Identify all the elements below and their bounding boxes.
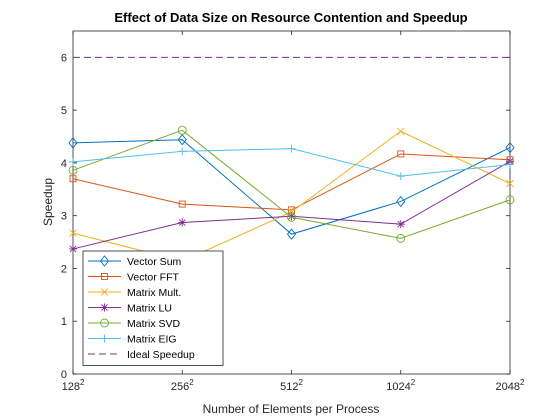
data-point	[506, 179, 514, 188]
data-point	[100, 318, 109, 328]
series-matrix-svd	[68, 125, 515, 243]
y-tick-label: 5	[61, 105, 67, 117]
chart-title: Effect of Data Size on Resource Contenti…	[114, 10, 467, 25]
data-point	[505, 195, 515, 205]
data-point	[178, 200, 186, 208]
data-point	[396, 220, 405, 229]
data-point	[100, 334, 109, 343]
data-point	[177, 125, 187, 135]
x-tick-label: 1282	[62, 378, 85, 393]
legend-item: Vector Sum	[88, 255, 182, 268]
legend-label: Ideal Speedup	[127, 349, 195, 361]
x-tick-label-base: 512	[280, 381, 298, 393]
x-tick-label-exponent: 2	[411, 378, 416, 387]
data-point	[396, 233, 406, 243]
data-point	[100, 303, 109, 312]
data-point	[68, 137, 78, 149]
y-axis-label: Speedup	[41, 178, 55, 226]
legend: Vector Sum Vector FFT Matrix Mult. Matrix L…	[82, 250, 224, 366]
data-point	[287, 212, 296, 221]
data-point	[177, 133, 187, 146]
legend-item: Matrix EIG	[88, 334, 177, 346]
y-tick-label: 4	[61, 158, 67, 170]
legend-item: Matrix Mult.	[88, 287, 181, 299]
legend-label: Matrix SVD	[127, 318, 181, 330]
data-point	[506, 160, 514, 169]
x-tick-label-base: 1024	[386, 381, 410, 393]
y-tick-label: 6	[61, 52, 67, 64]
legend-box	[82, 250, 224, 366]
data-point	[100, 288, 109, 296]
data-point	[396, 127, 405, 136]
data-point	[505, 141, 515, 154]
legend-label: Vector FFT	[127, 272, 180, 284]
x-tick-label-exponent: 2	[520, 378, 525, 387]
data-point	[178, 147, 187, 156]
data-point	[396, 172, 405, 181]
legend-label: Matrix EIG	[127, 334, 177, 346]
series-matrix-eig	[69, 144, 514, 181]
data-point	[397, 150, 405, 158]
x-tick-label-exponent: 2	[189, 378, 194, 387]
legend-item: Matrix SVD	[88, 318, 181, 330]
series-line	[72, 153, 511, 211]
x-tick-label-exponent: 2	[298, 378, 303, 387]
data-point	[178, 218, 187, 227]
y-tick-label: 3	[61, 211, 67, 223]
series-matrix-lu	[69, 157, 514, 253]
y-tick-label: 2	[61, 263, 67, 275]
x-tick-label: 20482	[496, 378, 525, 393]
data-point	[68, 165, 78, 175]
data-point	[287, 212, 296, 222]
data-point	[69, 175, 77, 183]
legend-item: Matrix LU	[88, 303, 172, 315]
data-point	[396, 195, 406, 208]
x-tick-label: 2562	[171, 378, 194, 393]
y-tick-label: 1	[61, 316, 67, 328]
x-tick-label-base: 256	[171, 381, 189, 393]
x-tick-label-exponent: 2	[80, 378, 85, 387]
legend-label: Matrix Mult.	[127, 287, 181, 299]
x-axis-label: Number of Elements per Process	[203, 402, 380, 416]
series-line	[72, 129, 511, 239]
legend-item: Vector FFT	[88, 272, 180, 284]
series-line	[72, 139, 511, 235]
x-tick-label-base: 128	[62, 381, 80, 393]
x-tick-label: 5122	[280, 378, 303, 393]
series-vector-sum	[68, 133, 515, 240]
x-tick-label-base: 2048	[496, 381, 520, 393]
data-point	[69, 157, 77, 166]
data-point	[286, 228, 297, 240]
legend-label: Matrix LU	[127, 303, 172, 315]
legend-label: Vector Sum	[127, 256, 182, 268]
legend-item: Ideal Speedup	[88, 349, 195, 361]
data-point	[287, 144, 296, 153]
x-tick-label: 10242	[386, 378, 415, 393]
data-point	[101, 273, 108, 280]
y-tick-label: 0	[61, 369, 67, 381]
data-point	[99, 255, 110, 267]
data-point	[69, 229, 77, 237]
data-point	[69, 244, 77, 253]
